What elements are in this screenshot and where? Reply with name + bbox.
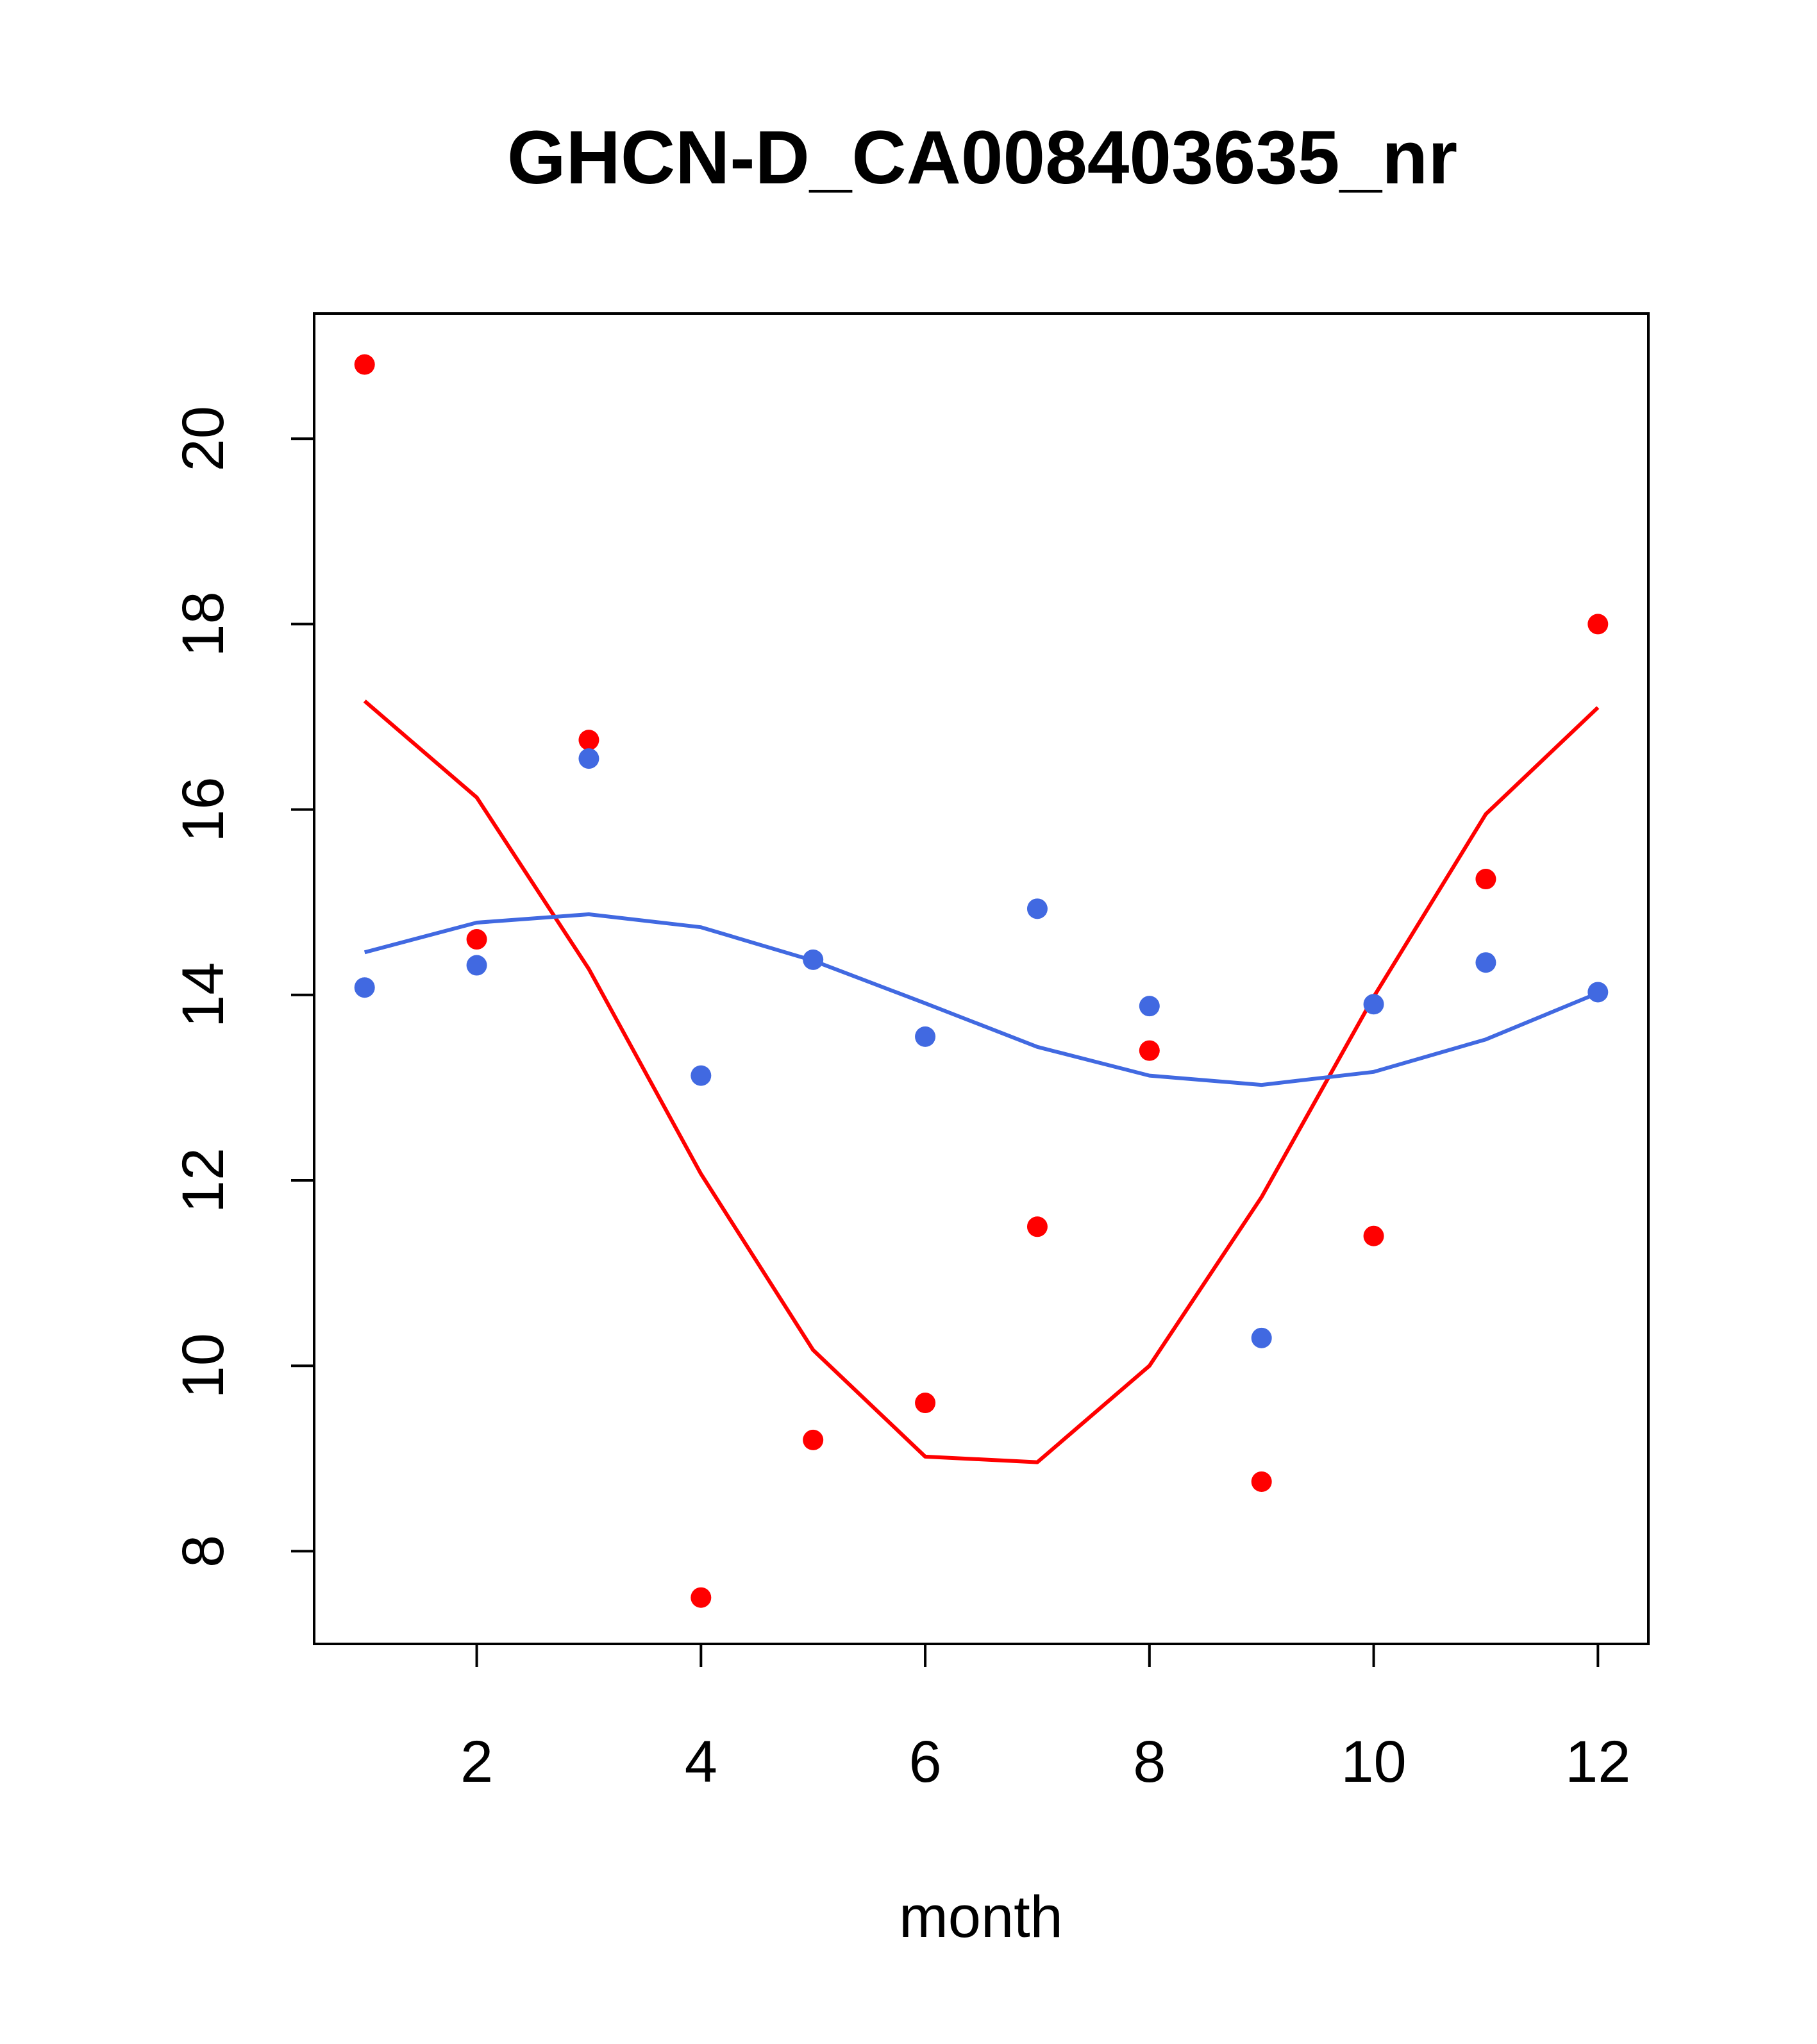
series-2-point (1026, 898, 1048, 919)
series-2-point (1139, 996, 1160, 1017)
x-tick-label: 8 (1133, 1729, 1166, 1795)
series-1-point (1139, 1040, 1160, 1061)
series-2-point (803, 949, 824, 970)
y-tick-label: 18 (171, 591, 236, 657)
series-1-point (1475, 869, 1496, 890)
series-2-point (1251, 1327, 1272, 1348)
plot-frame (313, 312, 1650, 1645)
x-tick-label: 2 (460, 1729, 493, 1795)
series-1-point (1026, 1216, 1048, 1237)
series-1-point (1251, 1471, 1272, 1492)
series-2-point (466, 955, 487, 976)
series-1-point (691, 1587, 712, 1608)
series-2-point (1475, 952, 1496, 973)
x-tick-label: 10 (1341, 1729, 1406, 1795)
series-1-point (466, 929, 487, 950)
x-axis: 2 4 6 8 10 12 (460, 1643, 1630, 1795)
series-1-point (803, 1429, 824, 1450)
series-2 (354, 748, 1609, 1348)
series-1 (354, 354, 1609, 1608)
y-tick-label: 12 (171, 1148, 236, 1213)
series-2-point (691, 1065, 712, 1086)
y-axis: 8 10 12 14 16 18 20 (171, 406, 315, 1568)
series-layer (354, 354, 1609, 1608)
x-tick-label: 4 (685, 1729, 717, 1795)
series-2-point (915, 1026, 936, 1047)
series-2-point (1587, 982, 1609, 1003)
series-1-point (1587, 614, 1609, 635)
y-tick-label: 8 (171, 1535, 236, 1568)
series-1-point (1363, 1225, 1384, 1246)
series-1-smooth-line (363, 699, 1600, 1464)
y-tick-label: 16 (171, 776, 236, 842)
y-tick-label: 20 (171, 406, 236, 471)
series-1-point (354, 354, 375, 375)
series-2-smooth-line (364, 912, 1599, 1087)
series-1-point (915, 1393, 936, 1414)
chart-title: GHCN-D_CA008403635_nr (507, 115, 1457, 200)
series-2-point (354, 977, 375, 998)
y-tick-label: 10 (171, 1333, 236, 1398)
series-2-point (578, 748, 599, 769)
x-tick-label: 6 (908, 1729, 941, 1795)
y-tick-label: 14 (171, 962, 236, 1028)
x-tick-label: 12 (1565, 1729, 1630, 1795)
series-1-point (578, 730, 599, 751)
x-axis-label: month (899, 1884, 1063, 1950)
series-2-point (1363, 994, 1384, 1015)
